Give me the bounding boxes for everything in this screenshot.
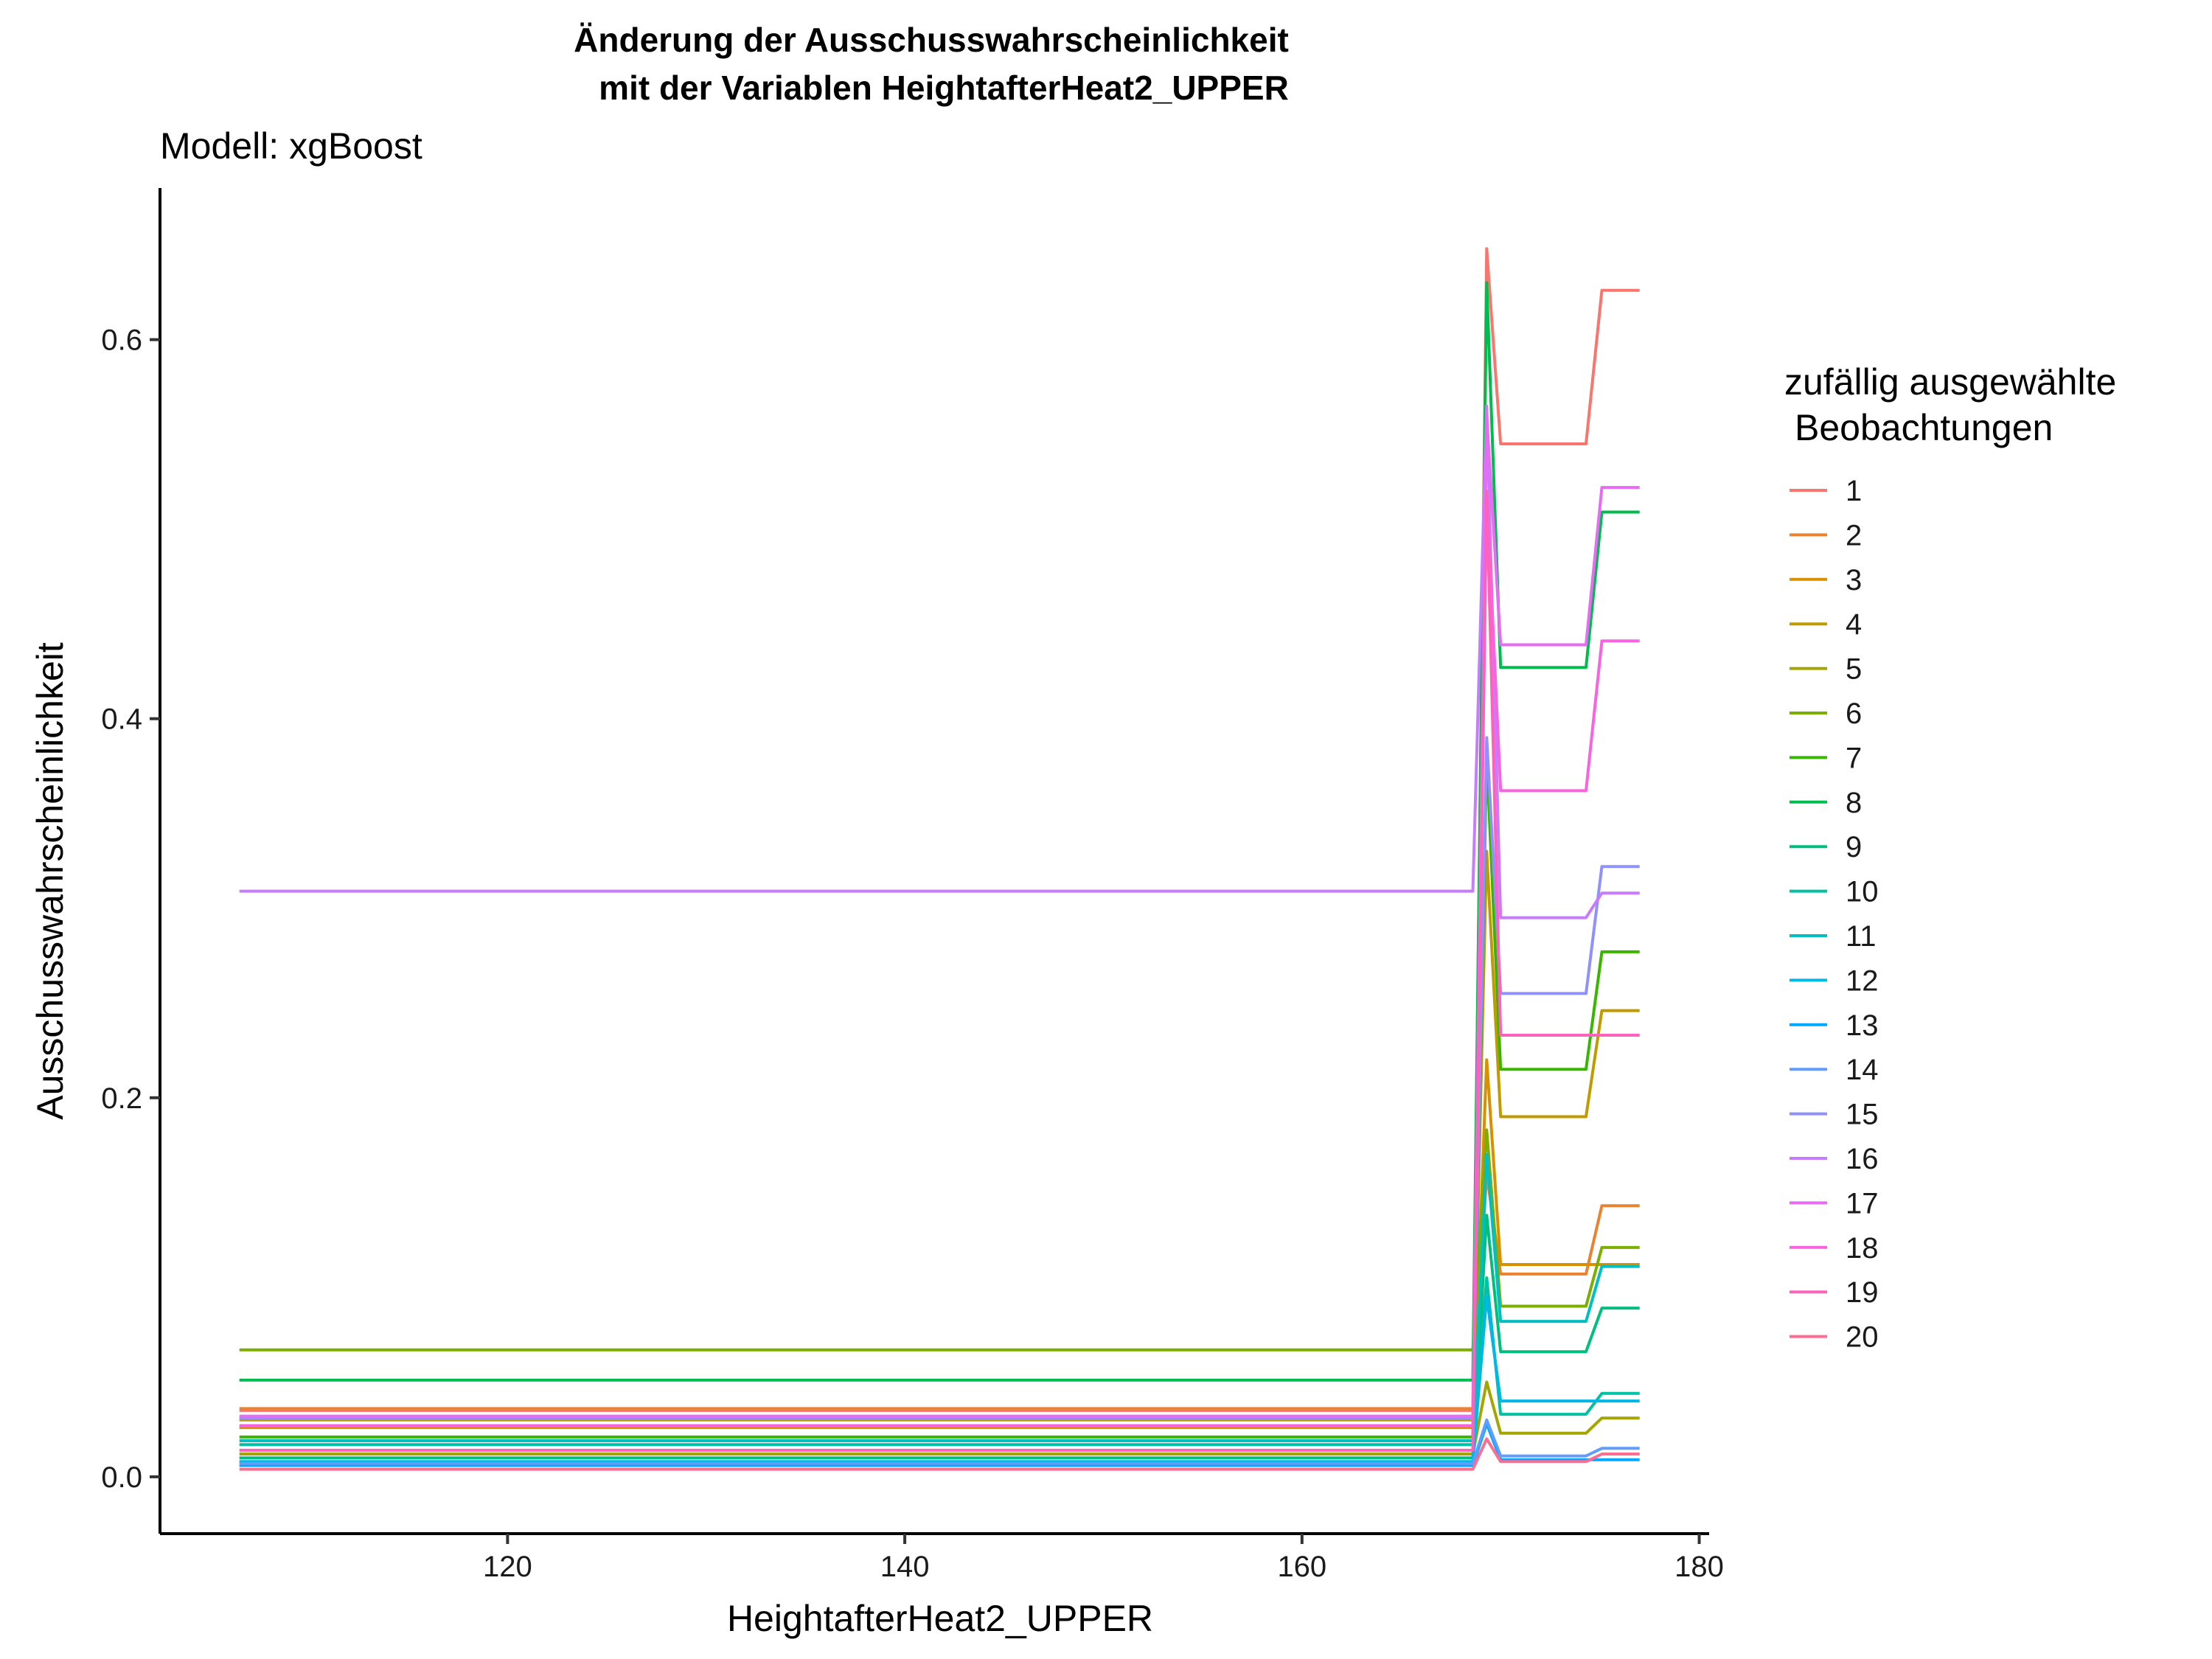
legend: zufällig ausgewählte Beobachtungen 12345… [1784, 361, 2116, 1354]
legend-item-5: 5 [1790, 653, 1862, 686]
series-line-15 [239, 736, 1640, 1420]
legend-item-13: 13 [1790, 1009, 1879, 1042]
y-tick-label: 0.4 [101, 703, 142, 736]
series-line-1 [239, 247, 1640, 1412]
legend-item-19: 19 [1790, 1276, 1879, 1309]
series-line-18 [239, 490, 1640, 1427]
legend-label: 4 [1846, 608, 1862, 641]
legend-item-15: 15 [1790, 1099, 1879, 1131]
legend-item-14: 14 [1790, 1054, 1879, 1086]
legend-item-2: 2 [1790, 519, 1862, 552]
y-tick-label: 0.6 [101, 324, 142, 357]
series-line-14 [239, 1418, 1640, 1465]
legend-item-4: 4 [1790, 608, 1862, 641]
y-tick-label: 0.0 [101, 1461, 142, 1494]
series-layer [239, 247, 1640, 1471]
series-line-9 [239, 1214, 1640, 1460]
series-line-8 [239, 281, 1640, 1382]
series-line-19 [239, 490, 1640, 1452]
legend-label: 15 [1846, 1099, 1879, 1131]
series-line-11 [239, 1152, 1640, 1442]
legend-item-16: 16 [1790, 1143, 1879, 1175]
legend-label: 6 [1846, 698, 1862, 730]
legend-label: 17 [1846, 1187, 1879, 1220]
legend-label: 2 [1846, 519, 1862, 552]
series-line-6 [239, 1128, 1640, 1352]
x-axis-ticks: 120 140 160 180 [483, 1534, 1724, 1583]
chart-subtitle: Modell: xgBoost [160, 125, 422, 167]
legend-label: 7 [1846, 742, 1862, 774]
series-line-3 [239, 1058, 1640, 1430]
legend-item-18: 18 [1790, 1232, 1879, 1265]
legend-label: 11 [1846, 920, 1877, 953]
legend-item-12: 12 [1790, 964, 1879, 997]
x-tick-label: 160 [1277, 1551, 1326, 1583]
legend-item-20: 20 [1790, 1321, 1879, 1354]
x-tick-label: 180 [1674, 1551, 1724, 1583]
legend-label: 18 [1846, 1232, 1879, 1265]
legend-label: 16 [1846, 1143, 1879, 1175]
legend-item-17: 17 [1790, 1187, 1879, 1220]
legend-item-8: 8 [1790, 787, 1862, 819]
legend-item-3: 3 [1790, 564, 1862, 597]
chart-title-line-2: mit der Variablen HeightafterHeat2_UPPER [599, 69, 1289, 107]
legend-item-7: 7 [1790, 742, 1862, 774]
y-axis-title: Ausschusswahrscheinlichkeit [29, 642, 71, 1120]
series-line-20 [239, 1437, 1640, 1471]
series-line-17 [239, 414, 1640, 1418]
legend-item-10: 10 [1790, 876, 1879, 908]
y-tick-label: 0.2 [101, 1082, 142, 1115]
legend-label: 3 [1846, 564, 1862, 597]
legend-item-9: 9 [1790, 831, 1862, 863]
series-line-4 [239, 849, 1640, 1422]
x-tick-label: 140 [880, 1551, 930, 1583]
y-axis-ticks: 0.0 0.2 0.4 0.6 [101, 324, 160, 1494]
legend-label: 5 [1846, 653, 1862, 686]
chart-title-line-1: Änderung der Ausschusswahrscheinlichkeit [574, 21, 1289, 59]
legend-label: 20 [1846, 1321, 1879, 1354]
x-axis-title: HeightafterHeat2_UPPER [727, 1598, 1153, 1639]
legend-item-11: 11 [1790, 920, 1877, 953]
legend-item-1: 1 [1790, 475, 1862, 507]
legend-label: 14 [1846, 1054, 1879, 1086]
legend-label: 19 [1846, 1276, 1879, 1309]
series-line-2 [239, 1172, 1640, 1411]
legend-label: 8 [1846, 787, 1862, 819]
legend-title-line-2: Beobachtungen [1795, 407, 2053, 448]
legend-label: 9 [1846, 831, 1862, 863]
legend-title-line-1: zufällig ausgewählte [1784, 361, 2116, 403]
legend-label: 13 [1846, 1009, 1879, 1042]
legend-item-6: 6 [1790, 698, 1862, 730]
series-line-7 [239, 755, 1640, 1439]
x-tick-label: 120 [483, 1551, 532, 1583]
legend-label: 12 [1846, 964, 1879, 997]
legend-label: 10 [1846, 876, 1879, 908]
legend-label: 1 [1846, 475, 1862, 507]
series-line-16 [239, 404, 1640, 919]
plot-area: 0.0 0.2 0.4 0.6 120 140 160 180 [101, 188, 1724, 1583]
